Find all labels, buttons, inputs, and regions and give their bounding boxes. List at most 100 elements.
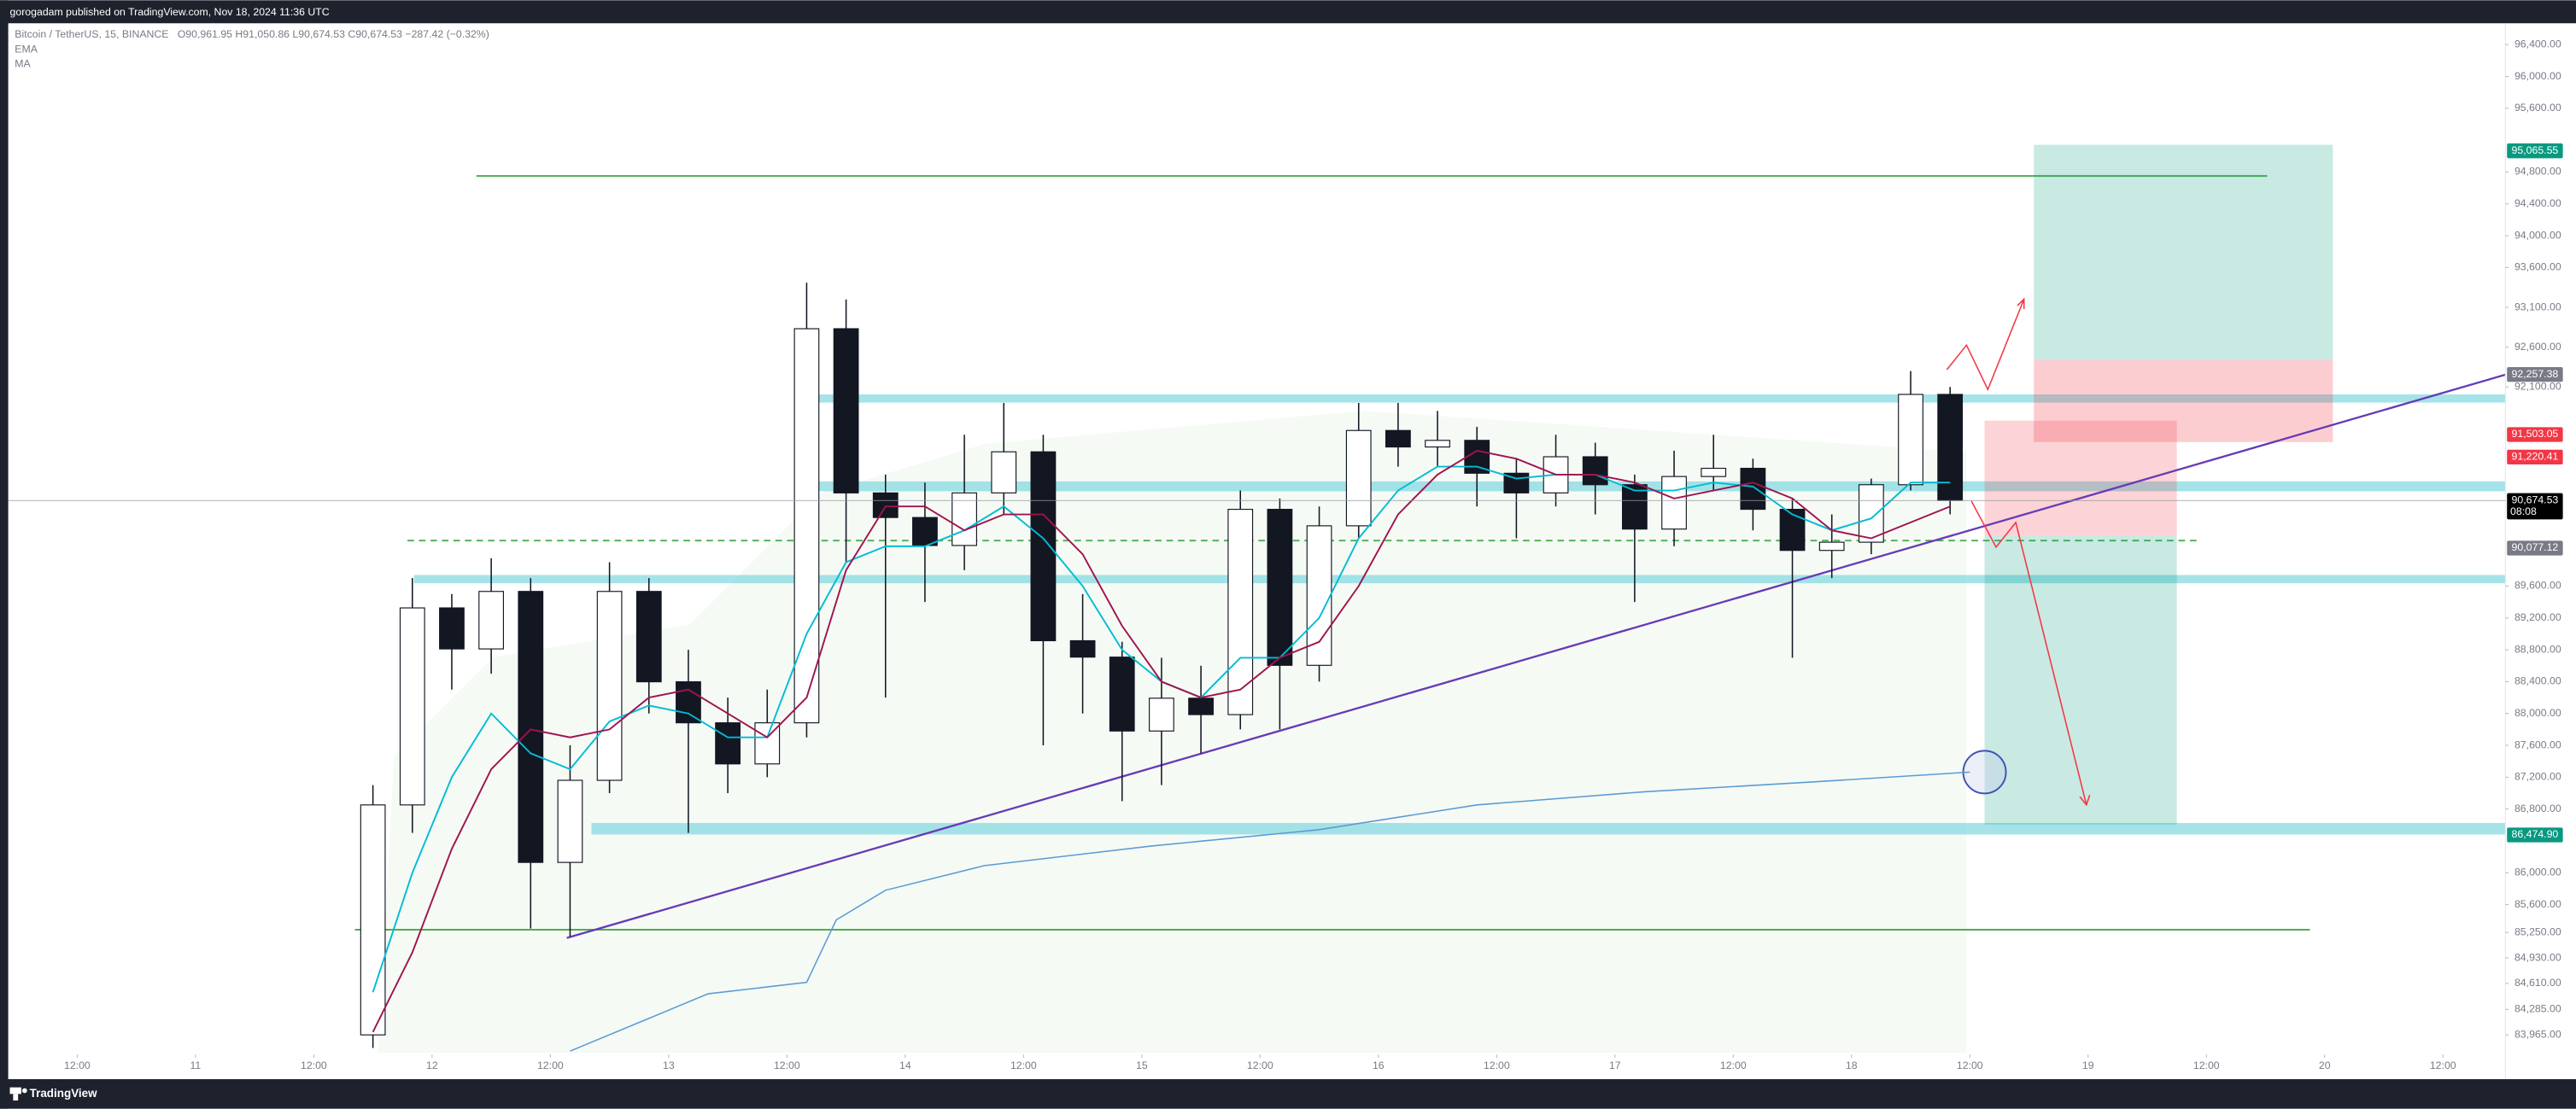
candle-body [1701,467,1727,477]
candle-body [1858,484,1884,543]
x-tick-label: 12:00 [1957,1059,1983,1071]
candle-body [596,591,623,781]
x-tick-label: 12:00 [1484,1059,1510,1071]
x-tick-label: 12 [426,1059,438,1071]
countdown: 08:08 [2510,505,2537,517]
price-tag-label: 95,065.55 [2512,144,2559,156]
candle-body [399,607,425,806]
y-tick-label: 92,100.00 [2515,381,2561,393]
candle-body [1109,657,1135,732]
candle-body [991,451,1017,493]
indicator-label: MA [15,58,31,70]
candle-body [635,591,662,683]
x-tick-label: 14 [899,1059,911,1071]
y-tick-label: 84,930.00 [2515,951,2561,963]
y-tick-label: 85,250.00 [2515,925,2561,937]
candle-body [1582,456,1608,486]
y-tick-label: 92,600.00 [2515,341,2561,353]
x-tick-label: 12:00 [2430,1059,2456,1071]
x-tick-label: 12:00 [1010,1059,1037,1071]
indicator-line [372,449,1951,1033]
x-tick-label: 17 [1609,1059,1621,1071]
candle-body [912,517,938,546]
y-tick-label: 89,600.00 [2515,580,2561,592]
x-tick-label: 18 [1846,1059,1858,1071]
candle-body [518,591,544,863]
candle-body [439,607,465,650]
zone [816,394,2506,403]
y-tick-label: 84,610.00 [2515,977,2561,989]
price-tag [2507,427,2563,442]
x-tick-label: 12:00 [537,1059,564,1071]
y-tick-label: 84,285.00 [2515,1003,2561,1015]
candle-body [1779,508,1806,552]
candle-body [360,804,386,1036]
bottom-bar [0,1079,2576,1109]
x-tick-label: 12:00 [1720,1059,1747,1071]
price-tag [2507,143,2563,159]
shade [378,411,1967,1054]
indicator-label: EMA [15,43,38,55]
x-tick-label: 13 [663,1059,675,1071]
x-tick-label: 20 [2319,1059,2331,1071]
y-tick-label: 88,000.00 [2515,707,2561,719]
x-tick-label: 12:00 [301,1059,327,1071]
y-tick-label: 96,000.00 [2515,70,2561,82]
y-tick-label: 87,200.00 [2515,771,2561,783]
candle-body [1345,429,1372,527]
price-tag [2507,493,2563,520]
price-tag [2507,540,2563,556]
candle-body [478,591,505,650]
y-tick-label: 94,800.00 [2515,166,2561,178]
y-tick-label: 88,400.00 [2515,675,2561,687]
target-zone [1984,535,2177,825]
y-tick-label: 89,200.00 [2515,611,2561,623]
ohlc: O90,961.95 H91,050.86 L90,674.53 C90,674… [178,28,489,40]
candle-body [1069,639,1096,658]
price-tag-label: 91,220.41 [2512,451,2559,463]
x-tick-label: 12:00 [64,1059,91,1071]
candle-body [872,492,899,518]
candle-body [1030,451,1057,642]
y-tick-label: 95,600.00 [2515,102,2561,114]
price-tag-label: 86,474.90 [2512,828,2559,840]
price-tag-label: 90,674.53 [2512,494,2559,506]
x-tick-label: 11 [190,1059,202,1071]
price-tag [2507,366,2563,382]
zone [591,822,2506,835]
candle-body [1227,508,1254,715]
candle-body [1898,394,1923,486]
brand: TradingView [30,1087,98,1100]
arrow-head [2017,297,2025,309]
candle-body [951,492,977,546]
candle-body [1149,698,1174,732]
x-tick-label: 12:00 [1247,1059,1273,1071]
candle-body [1306,525,1332,666]
arrow-path [1970,500,2087,806]
candle-body [793,328,820,724]
stop-zone [2034,359,2333,442]
x-tick-label: 15 [1136,1059,1148,1071]
arrow-path [1946,299,2025,392]
trend-line [566,373,2506,939]
publisher: gorogadam published on TradingView.com, … [10,6,330,18]
price-tag-label: 91,503.05 [2512,428,2559,440]
price-tag-label: 90,077.12 [2512,541,2559,553]
candle-body [1740,467,1766,511]
candle-body [1188,698,1214,715]
candle-body [676,681,701,724]
y-tick-label: 86,000.00 [2515,867,2561,878]
price-tag-label: 92,257.38 [2512,368,2559,380]
candle-body [1385,429,1411,448]
candle-body [715,722,741,765]
price-tag [2507,827,2563,843]
candle-body [1425,440,1450,448]
zone [816,481,2506,492]
x-tick-label: 12:00 [2193,1059,2220,1071]
y-tick-label: 96,400.00 [2515,38,2561,50]
candle-body [1818,541,1845,552]
y-tick-label: 86,800.00 [2515,803,2561,814]
arrow-head [2079,795,2091,807]
top-bar [0,0,2576,24]
y-tick-label: 94,400.00 [2515,197,2561,209]
